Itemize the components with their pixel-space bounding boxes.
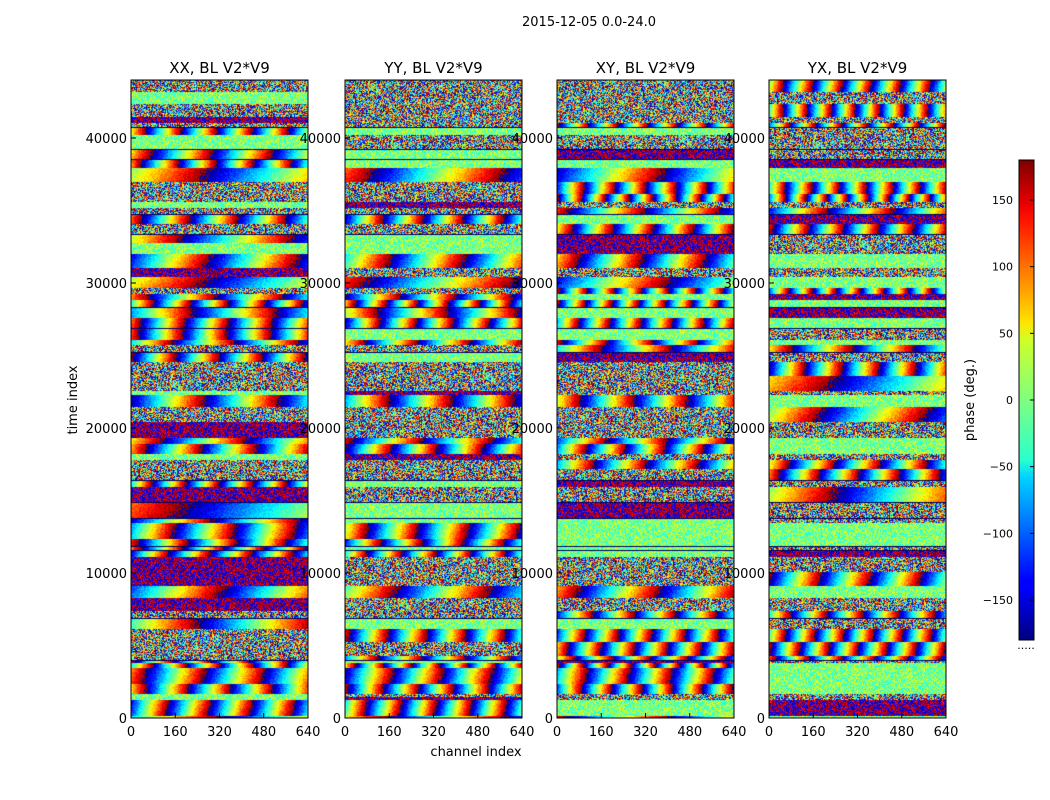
x-tick-label: 480 — [889, 725, 914, 740]
y-tick-label: 30000 — [512, 277, 553, 292]
colorbar-below-label: ..... — [1017, 639, 1034, 652]
colorbar-tick-label: 150 — [992, 194, 1013, 207]
heatmap-image — [769, 80, 946, 718]
y-tick-label: 0 — [757, 712, 765, 727]
x-tick-label: 0 — [127, 725, 135, 740]
heatmap-image — [131, 80, 308, 718]
x-tick-label: 160 — [589, 725, 614, 740]
x-tick-label: 480 — [251, 725, 276, 740]
x-tick-label: 160 — [377, 725, 402, 740]
y-tick-label: 30000 — [724, 277, 765, 292]
x-tick-label: 640 — [296, 725, 321, 740]
colorbar: 150 100 50 0 −50 −100 −150 phase (deg.) ..... — [963, 159, 1035, 652]
x-tick-label: 320 — [633, 725, 658, 740]
heatmap-image — [345, 80, 522, 718]
x-tick-label: 480 — [677, 725, 702, 740]
y-tick-label: 10000 — [86, 567, 127, 582]
x-tick-label: 640 — [722, 725, 747, 740]
colorbar-tick-label: −100 — [983, 527, 1013, 540]
y-tick-label: 40000 — [300, 132, 341, 147]
panel-title: XY, BL V2*V9 — [596, 59, 696, 77]
colorbar-ticks: 150 100 50 0 −50 −100 −150 — [983, 194, 1034, 607]
x-tick-label: 320 — [845, 725, 870, 740]
y-tick-label: 10000 — [724, 567, 765, 582]
x-tick-label: 0 — [553, 725, 561, 740]
panel-2: YY, BL V2*V9 0 160 320 480 640 0 10000 20000 3000… — [300, 59, 535, 740]
heatmap-image — [557, 80, 734, 718]
colorbar-tick-label: 0 — [1006, 394, 1013, 407]
y-tick-label: 10000 — [512, 567, 553, 582]
x-tick-label: 480 — [465, 725, 490, 740]
y-tick-label: 0 — [333, 712, 341, 727]
y-tick-label: 40000 — [512, 132, 553, 147]
y-tick-label: 20000 — [86, 422, 127, 437]
y-tick-label: 10000 — [300, 567, 341, 582]
y-tick-label: 0 — [545, 712, 553, 727]
panel-title: YX, BL V2*V9 — [807, 59, 908, 77]
panel-4: YX, BL V2*V9 0 160 320 480 640 0 10000 20000 3000… — [724, 59, 959, 740]
y-tick-label: 20000 — [300, 422, 341, 437]
x-tick-label: 640 — [934, 725, 959, 740]
colorbar-tick-label: −150 — [983, 594, 1013, 607]
y-tick-label: 30000 — [86, 277, 127, 292]
panel-3: XY, BL V2*V9 0 160 320 480 640 0 10000 20000 3000… — [512, 59, 747, 740]
x-tick-label: 160 — [163, 725, 188, 740]
y-tick-label: 20000 — [512, 422, 553, 437]
x-tick-label: 320 — [207, 725, 232, 740]
x-axis-label: channel index — [430, 745, 521, 760]
y-tick-label: 40000 — [724, 132, 765, 147]
y-axis-label: time index — [66, 365, 81, 434]
y-tick-label: 40000 — [86, 132, 127, 147]
colorbar-tick-label: 50 — [999, 327, 1013, 340]
colorbar-tick-label: −50 — [990, 461, 1013, 474]
panel-1: XX, BL V2*V9 0 160 320 480 640 0 10000 20000 3000… — [86, 59, 321, 740]
y-tick-label: 20000 — [724, 422, 765, 437]
panels: XX, BL V2*V9 0 160 320 480 640 0 10000 20000 3000… — [86, 59, 959, 740]
panel-title: YY, BL V2*V9 — [383, 59, 482, 77]
y-tick-label: 0 — [119, 712, 127, 727]
x-tick-label: 160 — [801, 725, 826, 740]
x-tick-label: 320 — [421, 725, 446, 740]
figure-suptitle: 2015-12-05 0.0-24.0 — [522, 15, 656, 30]
colorbar-tick-label: 100 — [992, 261, 1013, 274]
x-tick-label: 0 — [765, 725, 773, 740]
y-tick-label: 30000 — [300, 277, 341, 292]
panel-title: XX, BL V2*V9 — [169, 59, 270, 77]
colorbar-label: phase (deg.) — [963, 359, 978, 441]
x-tick-label: 640 — [510, 725, 535, 740]
x-tick-label: 0 — [341, 725, 349, 740]
